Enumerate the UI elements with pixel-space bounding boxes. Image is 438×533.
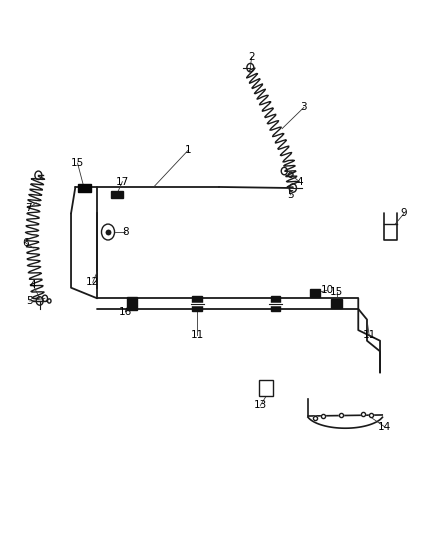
Bar: [259, 381, 273, 397]
Bar: [310, 289, 320, 297]
Text: 14: 14: [378, 422, 391, 432]
Bar: [271, 296, 280, 311]
Text: 2: 2: [248, 52, 255, 62]
Text: 3: 3: [300, 102, 307, 112]
Text: 5: 5: [26, 296, 33, 306]
Text: 5: 5: [287, 190, 294, 200]
Text: 15: 15: [71, 158, 84, 168]
Bar: [78, 184, 91, 192]
Text: 4: 4: [296, 176, 303, 187]
Text: 11: 11: [191, 330, 204, 341]
Text: 4: 4: [30, 280, 36, 290]
Text: 10: 10: [320, 285, 333, 295]
Text: 11: 11: [363, 330, 376, 341]
Text: 13: 13: [254, 400, 267, 410]
Text: 16: 16: [119, 306, 132, 317]
Bar: [192, 296, 202, 311]
Text: 9: 9: [401, 208, 407, 219]
Bar: [127, 297, 137, 310]
Text: 8: 8: [122, 227, 129, 237]
Bar: [331, 299, 342, 309]
Text: 1: 1: [185, 145, 192, 155]
Text: 12: 12: [86, 277, 99, 287]
Text: 17: 17: [116, 176, 129, 187]
Bar: [111, 191, 123, 198]
Text: 6: 6: [22, 238, 28, 248]
Text: 15: 15: [330, 287, 343, 297]
Text: 7: 7: [25, 203, 32, 213]
